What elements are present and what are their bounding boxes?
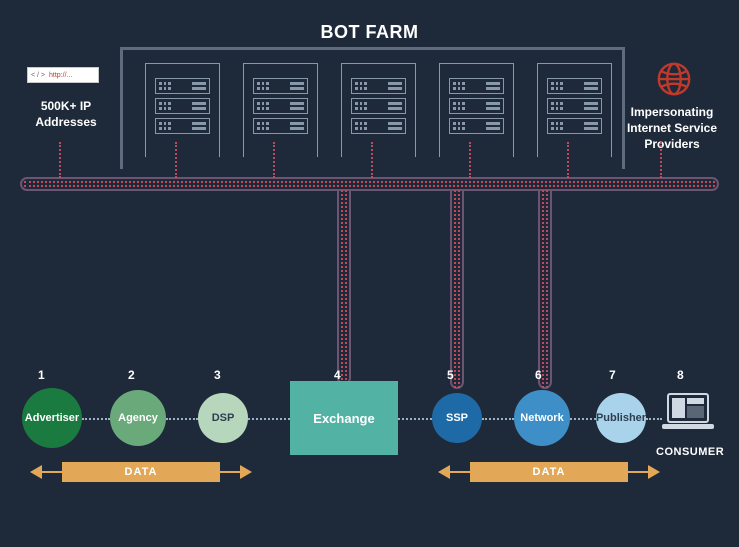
server-icon bbox=[253, 118, 308, 134]
chain-node-publisher: Publisher bbox=[596, 393, 646, 443]
node-number: 4 bbox=[334, 368, 341, 382]
drop-data-flow bbox=[454, 190, 460, 388]
title: BOT FARM bbox=[0, 22, 739, 43]
chain-connector bbox=[398, 418, 432, 420]
arrow-left-icon bbox=[30, 465, 42, 479]
consumer-laptop-icon bbox=[660, 392, 716, 441]
chain-connector bbox=[82, 418, 110, 420]
server-icon bbox=[547, 118, 602, 134]
server-rack bbox=[341, 63, 416, 157]
arrow-shaft bbox=[220, 471, 240, 473]
server-icon bbox=[351, 98, 406, 114]
node-number: 8 bbox=[677, 368, 684, 382]
ip-label: 500K+ IP Addresses bbox=[23, 99, 109, 130]
server-icon bbox=[351, 78, 406, 94]
code-icon: < / > bbox=[31, 72, 45, 79]
node-number: 2 bbox=[128, 368, 135, 382]
arrow-right-icon bbox=[240, 465, 252, 479]
server-rack bbox=[243, 63, 318, 157]
url-bar: < / > http://... bbox=[27, 67, 99, 83]
node-number: 5 bbox=[447, 368, 454, 382]
arrow-shaft bbox=[42, 471, 62, 473]
feeder-line bbox=[660, 142, 664, 178]
node-number: 1 bbox=[38, 368, 45, 382]
globe-icon bbox=[655, 60, 693, 98]
feeder-line bbox=[567, 142, 571, 178]
feeder-line bbox=[175, 142, 179, 178]
drop-data-flow bbox=[341, 190, 347, 384]
server-icon bbox=[547, 98, 602, 114]
server-rack bbox=[537, 63, 612, 157]
server-icon bbox=[449, 98, 504, 114]
isp-label: Impersonating Internet Service Providers bbox=[623, 104, 721, 153]
feeder-line bbox=[371, 142, 375, 178]
drop-data-flow bbox=[542, 190, 548, 388]
server-rack bbox=[145, 63, 220, 157]
chain-node-dsp: DSP bbox=[198, 393, 248, 443]
url-text: http://... bbox=[49, 72, 72, 79]
server-rack bbox=[439, 63, 514, 157]
node-number: 7 bbox=[609, 368, 616, 382]
server-icon bbox=[449, 118, 504, 134]
chain-node-ssp: SSP bbox=[432, 393, 482, 443]
arrow-right-icon bbox=[648, 465, 660, 479]
chain-node-exchange: Exchange bbox=[290, 381, 398, 455]
chain-connector bbox=[482, 418, 514, 420]
server-icon bbox=[253, 98, 308, 114]
node-number: 3 bbox=[214, 368, 221, 382]
feeder-line bbox=[469, 142, 473, 178]
data-flow-bar: DATA bbox=[470, 462, 628, 482]
server-icon bbox=[155, 118, 210, 134]
node-number: 6 bbox=[535, 368, 542, 382]
chain-connector bbox=[166, 418, 198, 420]
feeder-line bbox=[59, 142, 63, 178]
server-icon bbox=[449, 78, 504, 94]
chain-connector bbox=[248, 418, 290, 420]
diagram-canvas: BOT FARM < / > http://... 500K+ IP Addre… bbox=[0, 0, 739, 547]
server-icon bbox=[547, 78, 602, 94]
chain-node-network: Network bbox=[514, 390, 570, 446]
server-icon bbox=[155, 78, 210, 94]
server-icon bbox=[155, 98, 210, 114]
feeder-line bbox=[273, 142, 277, 178]
data-flow-bar: DATA bbox=[62, 462, 220, 482]
server-icon bbox=[253, 78, 308, 94]
server-icon bbox=[351, 118, 406, 134]
bus-data-flow bbox=[24, 181, 715, 187]
chain-node-agency: Agency bbox=[110, 390, 166, 446]
arrow-left-icon bbox=[438, 465, 450, 479]
chain-node-advertiser: Advertiser bbox=[22, 388, 82, 448]
arrow-shaft bbox=[628, 471, 648, 473]
arrow-shaft bbox=[450, 471, 470, 473]
consumer-label: CONSUMER bbox=[656, 446, 724, 458]
chain-connector bbox=[570, 418, 596, 420]
